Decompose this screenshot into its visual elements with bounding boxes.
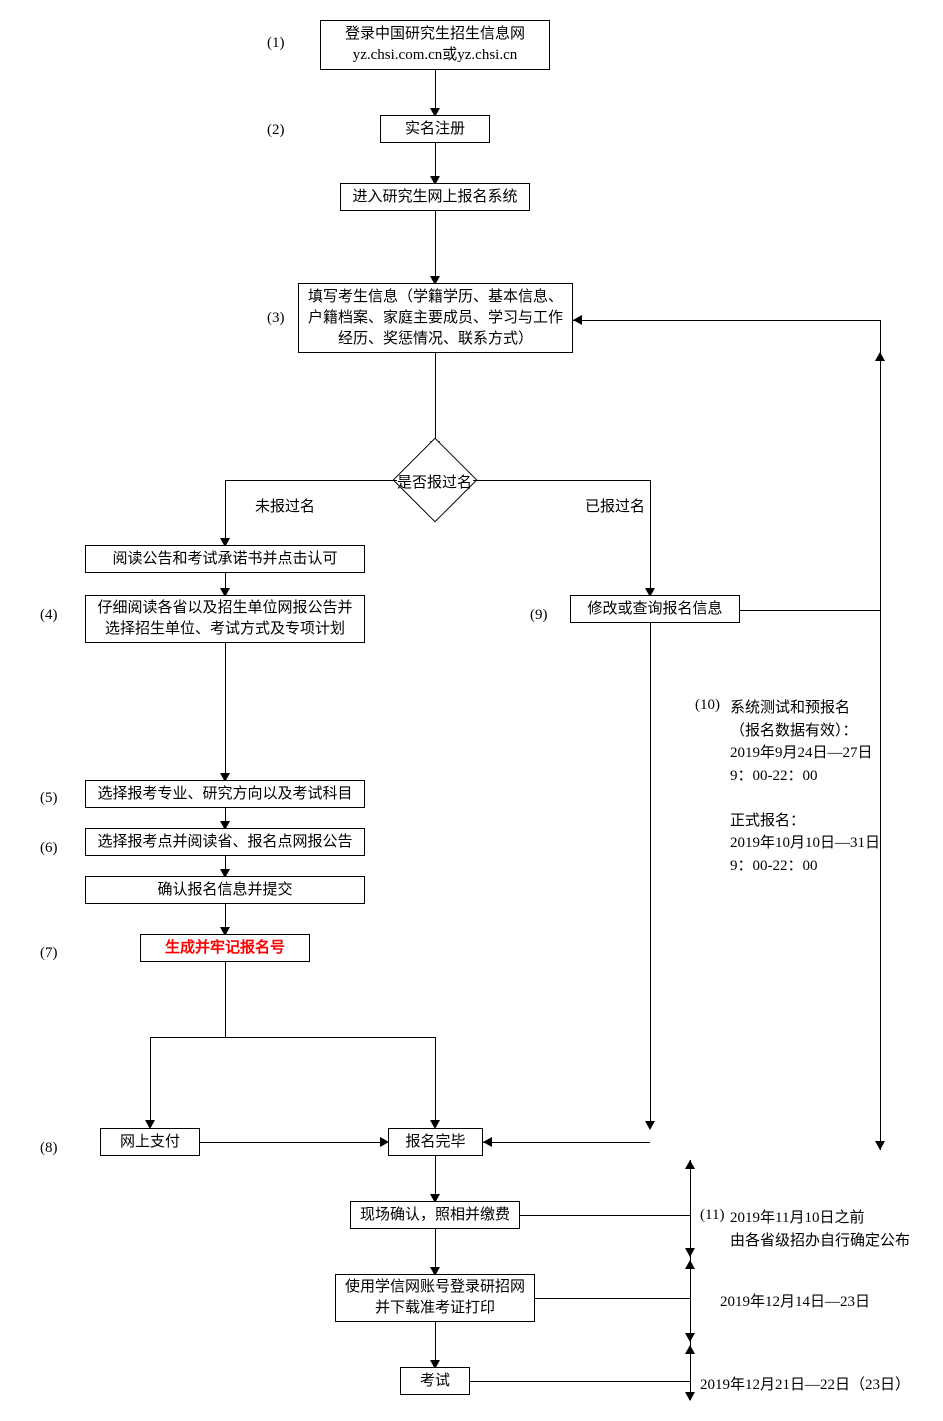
node-pay-online: 网上支付 [100, 1128, 200, 1156]
node-register: 实名注册 [380, 115, 490, 143]
node-modify-query: 修改或查询报名信息 [570, 595, 740, 623]
node-gen-number: 生成并牢记报名号 [140, 934, 310, 962]
step-number-2: (2) [267, 122, 285, 139]
node-exam: 考试 [400, 1367, 470, 1395]
branch-yes-label: 已报过名 [585, 495, 645, 516]
step-number-10: (10) [695, 697, 720, 714]
node-reg-done: 报名完毕 [388, 1128, 483, 1156]
node-download-ticket: 使用学信网账号登录研招网并下载准考证打印 [335, 1274, 535, 1322]
note-schedule: 系统测试和预报名 （报名数据有效）： 2019年9月24日—27日 9：00-2… [730, 697, 930, 877]
node-enter-system: 进入研究生网上报名系统 [340, 183, 530, 211]
node-login: 登录中国研究生招生信息网 yz.chsi.com.cn或yz.chsi.cn [320, 20, 550, 70]
node-login-line1: 登录中国研究生招生信息网 [345, 26, 525, 42]
step-number-8: (8) [40, 1140, 58, 1157]
step-number-3: (3) [267, 310, 285, 327]
node-read-prov: 仔细阅读各省以及招生单位网报公告并选择招生单位、考试方式及专项计划 [85, 595, 365, 643]
node-onsite-confirm: 现场确认，照相并缴费 [350, 1201, 520, 1229]
step-number-6: (6) [40, 840, 58, 857]
node-confirm-submit: 确认报名信息并提交 [85, 876, 365, 904]
step-number-7: (7) [40, 945, 58, 962]
step-number-4: (4) [40, 607, 58, 624]
node-select-point: 选择报考点并阅读省、报名点网报公告 [85, 828, 365, 856]
note-exam: 2019年12月21日—22日（23日） [700, 1373, 910, 1394]
note-onsite: 2019年11月10日之前 由各省级招办自行确定公布 [730, 1207, 910, 1252]
node-select-major: 选择报考专业、研究方向以及考试科目 [85, 780, 365, 808]
step-number-1: (1) [267, 35, 285, 52]
node-read-notice: 阅读公告和考试承诺书并点击认可 [85, 545, 365, 573]
step-number-11: (11) [700, 1207, 724, 1224]
note-ticket: 2019年12月14日—23日 [720, 1290, 870, 1311]
node-login-line2: yz.chsi.com.cn或yz.chsi.cn [353, 47, 518, 63]
step-number-5: (5) [40, 790, 58, 807]
step-number-9: (9) [530, 607, 548, 624]
node-fill-info: 填写考生信息（学籍学历、基本信息、户籍档案、家庭主要成员、学习与工作经历、奖惩情… [298, 283, 573, 353]
node-decision-label: 是否报过名 [397, 471, 472, 492]
flowchart-canvas: (1) (2) (3) (4) (5) (6) (7) (8) (9) (10)… [0, 0, 943, 1421]
branch-no-label: 未报过名 [255, 495, 315, 516]
